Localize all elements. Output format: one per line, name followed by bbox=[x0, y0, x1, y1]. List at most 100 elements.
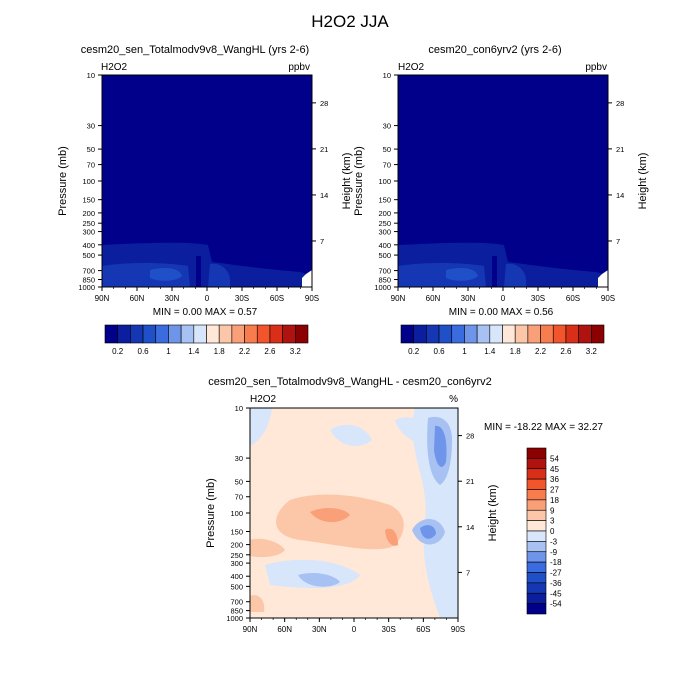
panel1-left-label: H2O2 bbox=[101, 62, 128, 73]
panel1-ytick-right-label: 28 bbox=[320, 99, 328, 108]
panel2-ytick-label: 100 bbox=[378, 177, 391, 186]
panel2-xtick-label: 60N bbox=[426, 294, 441, 303]
panel3-fill-red-spot bbox=[385, 528, 398, 546]
panel2-colorbar-box bbox=[489, 324, 503, 344]
panel1-ylabel-right: Height (km) bbox=[341, 153, 353, 210]
panel2-colorbar-label: 2.6 bbox=[560, 347, 572, 356]
panel3-ytick-label: 10 bbox=[235, 404, 243, 413]
panel2-colorbar-box bbox=[451, 324, 465, 344]
panel3-fill-upper-blue bbox=[330, 424, 372, 446]
panel2-colorbar: 0.2 0.6 1 1.4 1.8 2.2 2.6 3.2 bbox=[400, 324, 605, 356]
panel3-colorbar-box bbox=[526, 489, 547, 501]
panel1-colorbar-label: 1 bbox=[166, 347, 171, 356]
panel3-colorbar-label: 18 bbox=[550, 496, 559, 505]
panel3-colorbar-box bbox=[526, 582, 547, 594]
panel2-ylabel: Pressure (mb) bbox=[353, 146, 365, 216]
panel1-colorbar: 0.2 0.6 1 1.4 1.8 2.2 2.6 3.2 bbox=[104, 324, 309, 356]
panel1-ytick-right-label: 21 bbox=[320, 145, 328, 154]
panel1-ytick-label: 150 bbox=[82, 196, 95, 205]
panel3-colorbar-label: 27 bbox=[550, 486, 559, 495]
panel2-colorbar-label: 1.4 bbox=[484, 347, 496, 356]
panel3-colorbar-box bbox=[526, 530, 547, 542]
panel3-colorbar-label: -27 bbox=[550, 569, 562, 578]
panel1-ytick-label: 400 bbox=[82, 241, 95, 250]
panel3-xtick-label: 60N bbox=[277, 625, 292, 634]
panel1-colorbar-box bbox=[218, 324, 233, 344]
panel2-ytick-label: 700 bbox=[378, 267, 391, 276]
panel3-xtick-label: 60S bbox=[416, 625, 430, 634]
panel2-colorbar-box bbox=[464, 324, 478, 344]
panel2-xtick-label: 30S bbox=[531, 294, 545, 303]
panel3-colorbar-label: -18 bbox=[550, 558, 562, 567]
panel1-colorbar-box bbox=[180, 324, 195, 344]
panel3-ytick-label: 850 bbox=[230, 607, 243, 616]
panel2-ytick-label: 300 bbox=[378, 228, 391, 237]
panel2-colorbar-label: 3.2 bbox=[586, 347, 598, 356]
panel3-fill-red-band bbox=[276, 494, 404, 550]
panel2-colorbar-label: 0.6 bbox=[434, 347, 446, 356]
panel2-ytick-label: 150 bbox=[378, 196, 391, 205]
panel3-colorbar-label: 0 bbox=[550, 527, 555, 536]
panel3-ytick-label: 1000 bbox=[226, 614, 243, 623]
panel2-colorbar-label: 1.8 bbox=[510, 347, 522, 356]
panel3-ytick-label: 200 bbox=[230, 541, 243, 550]
panel3-fill-south-blue3 bbox=[434, 425, 447, 467]
panel2-ytick-label: 500 bbox=[378, 251, 391, 260]
panel3-fill-sw-red bbox=[250, 594, 265, 612]
panel3-ylabel: Pressure (mb) bbox=[205, 478, 217, 548]
panel1-ytick-right-label: 14 bbox=[320, 191, 328, 200]
panel3-colorbar-box bbox=[526, 499, 547, 511]
panel2-ytick-label: 30 bbox=[383, 122, 391, 131]
panel1-ytick-label: 30 bbox=[87, 122, 95, 131]
panel1-colorbar-box bbox=[269, 324, 283, 344]
panel2-colorbar-box bbox=[565, 324, 579, 344]
panel3-ytick-right-label: 21 bbox=[466, 477, 474, 486]
panel2-minmax: MIN = 0.00 MAX = 0.56 bbox=[448, 307, 554, 318]
panel1-xtick-label: 90N bbox=[95, 294, 110, 303]
panel3-colorbar-box bbox=[526, 572, 547, 584]
panel1-minmax: MIN = 0.00 MAX = 0.57 bbox=[152, 307, 258, 318]
panel3-colorbar-box bbox=[526, 551, 547, 563]
panel3-ytick-label: 150 bbox=[230, 527, 243, 536]
panel3-colorbar-box bbox=[526, 478, 547, 490]
panel1-colorbar-box bbox=[117, 324, 131, 344]
panel2-xtick-label: 60S bbox=[566, 294, 580, 303]
figure-title: H2O2 JJA bbox=[311, 12, 389, 31]
panel2-ytick-label: 70 bbox=[383, 161, 391, 170]
panel1-fill-low4 bbox=[150, 268, 182, 281]
panel2-ytick-label: 850 bbox=[378, 276, 391, 285]
panel1-ytick-label: 500 bbox=[82, 251, 95, 260]
panel3-ytick-label: 400 bbox=[230, 572, 243, 581]
panel1-xtick-label: 60S bbox=[270, 294, 284, 303]
panel3-fill-mid-blue2 bbox=[420, 525, 436, 539]
panel3-fill-low-blue2 bbox=[298, 572, 340, 587]
panel3-ytick-right-label: 14 bbox=[466, 523, 474, 532]
panel3-title: cesm20_sen_Totalmodv9v8_WangHL - cesm20_… bbox=[208, 376, 492, 388]
panel1-colorbar-box bbox=[104, 324, 118, 344]
panel3-colorbar-label: 9 bbox=[550, 506, 555, 515]
panel3-minmax: MIN = -18.22 MAX = 32.27 bbox=[484, 422, 603, 433]
panel1-ytick-label: 100 bbox=[82, 177, 95, 186]
panel3-ytick-label: 100 bbox=[230, 509, 243, 518]
panel2-ytick-label: 1000 bbox=[374, 283, 391, 292]
panel3-fill-nw-blue bbox=[250, 408, 272, 446]
panel1-colorbar-box bbox=[282, 324, 296, 344]
panel1-xtick-label: 30S bbox=[235, 294, 249, 303]
panel2-xtick-label: 30N bbox=[461, 294, 476, 303]
panel3-left-label: H2O2 bbox=[250, 394, 277, 405]
panel2-xtick-label: 0 bbox=[501, 294, 506, 303]
panel2-xtick-label: 90S bbox=[601, 294, 615, 303]
panel2-colorbar-label: 1 bbox=[462, 347, 467, 356]
panel1-colorbar-box bbox=[168, 324, 182, 344]
panel3-fill-west-red bbox=[250, 538, 285, 558]
panel1-xtick-label: 0 bbox=[205, 294, 210, 303]
panel1-fill-column bbox=[196, 256, 201, 287]
panel2-ytick-right-label: 28 bbox=[616, 99, 624, 108]
panel1-field bbox=[102, 75, 312, 287]
panel1-ytick-label: 10 bbox=[87, 71, 95, 80]
panel1-ytick-label: 50 bbox=[87, 145, 95, 154]
panel3-colorbar-label: -45 bbox=[550, 589, 562, 598]
panel1-ytick-label: 250 bbox=[82, 219, 95, 228]
